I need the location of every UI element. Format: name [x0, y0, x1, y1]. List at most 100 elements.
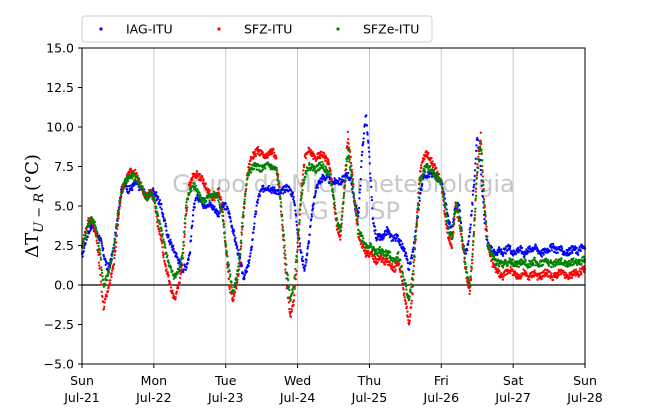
- data-point: [333, 201, 336, 204]
- data-point: [339, 230, 342, 233]
- data-point: [179, 265, 182, 268]
- data-point: [343, 191, 346, 194]
- data-point: [190, 235, 193, 238]
- data-point: [356, 223, 360, 226]
- data-point: [469, 269, 473, 273]
- data-point: [235, 276, 238, 279]
- data-point: [476, 138, 480, 142]
- data-point: [85, 229, 88, 232]
- data-point: [322, 163, 325, 166]
- data-point: [314, 190, 318, 193]
- legend-item-iag-itu[interactable]: IAG-ITU: [99, 22, 173, 37]
- data-point: [187, 258, 190, 261]
- legend-item-sfz-itu[interactable]: SFZ-ITU: [217, 22, 292, 37]
- data-point: [480, 173, 483, 176]
- data-point: [369, 179, 373, 182]
- data-point: [111, 269, 114, 272]
- data-point: [162, 238, 165, 241]
- data-point: [403, 292, 406, 295]
- data-point: [294, 267, 297, 271]
- data-point: [342, 197, 345, 200]
- data-point: [224, 242, 227, 245]
- data-point: [241, 228, 244, 231]
- data-point: [310, 149, 313, 152]
- data-point: [482, 189, 485, 192]
- y-tick-label: 2.5: [54, 238, 74, 253]
- data-point: [391, 239, 395, 242]
- data-point: [485, 225, 488, 228]
- data-point: [222, 223, 225, 226]
- data-point: [495, 263, 498, 267]
- data-point: [100, 240, 103, 243]
- data-point: [316, 186, 320, 189]
- data-point: [231, 292, 235, 295]
- data-point: [283, 244, 286, 247]
- data-point: [180, 257, 184, 260]
- data-point: [448, 240, 451, 243]
- data-point: [182, 244, 186, 247]
- data-point: [477, 157, 480, 161]
- data-point: [473, 174, 476, 178]
- data-point: [341, 210, 344, 213]
- legend-marker: [217, 27, 221, 31]
- data-point: [100, 290, 103, 294]
- data-point: [522, 268, 525, 271]
- data-point: [509, 265, 512, 269]
- data-point: [433, 164, 436, 167]
- data-point: [551, 278, 555, 282]
- legend-item-sfze-itu[interactable]: SFZe-ITU: [336, 22, 419, 37]
- data-point: [506, 264, 509, 267]
- data-point: [412, 264, 416, 267]
- data-point: [345, 164, 348, 167]
- data-point: [309, 224, 312, 228]
- data-point: [452, 223, 455, 227]
- data-point: [300, 251, 303, 254]
- data-point: [331, 191, 335, 194]
- data-point: [296, 245, 300, 249]
- data-point: [280, 215, 283, 218]
- data-point: [83, 241, 86, 244]
- legend-label: SFZ-ITU: [244, 22, 292, 37]
- data-point: [106, 289, 110, 293]
- data-point: [393, 270, 397, 273]
- data-point: [311, 208, 314, 212]
- data-point: [89, 218, 93, 221]
- legend[interactable]: IAG-ITU SFZ-ITU SFZe-ITU: [81, 15, 433, 43]
- data-point: [575, 246, 578, 250]
- data-point: [370, 185, 373, 189]
- data-point: [418, 199, 421, 202]
- data-point: [294, 209, 297, 212]
- data-point: [273, 186, 276, 189]
- data-point: [282, 233, 286, 236]
- data-point: [320, 180, 324, 183]
- data-point: [471, 203, 474, 206]
- data-point: [393, 234, 396, 237]
- data-point: [256, 201, 259, 205]
- data-point: [383, 261, 386, 264]
- data-point: [169, 266, 173, 269]
- data-point: [547, 264, 551, 267]
- data-point: [461, 243, 464, 246]
- data-point: [535, 246, 539, 249]
- data-point: [82, 245, 85, 249]
- data-point: [310, 218, 313, 221]
- data-point: [119, 198, 122, 202]
- data-point: [292, 286, 296, 290]
- data-point: [303, 178, 306, 181]
- data-point: [230, 281, 233, 284]
- data-point: [180, 261, 183, 264]
- data-point: [367, 150, 371, 153]
- data-point: [369, 172, 372, 175]
- data-point: [161, 251, 164, 254]
- data-point: [242, 206, 245, 209]
- data-point: [474, 162, 477, 165]
- data-point: [222, 220, 225, 223]
- data-point: [473, 213, 477, 217]
- data-point: [311, 164, 314, 167]
- data-point: [298, 219, 301, 222]
- data-point: [368, 155, 371, 158]
- data-point: [226, 261, 230, 264]
- data-point: [252, 157, 255, 160]
- data-point: [194, 199, 197, 202]
- data-point: [211, 204, 214, 207]
